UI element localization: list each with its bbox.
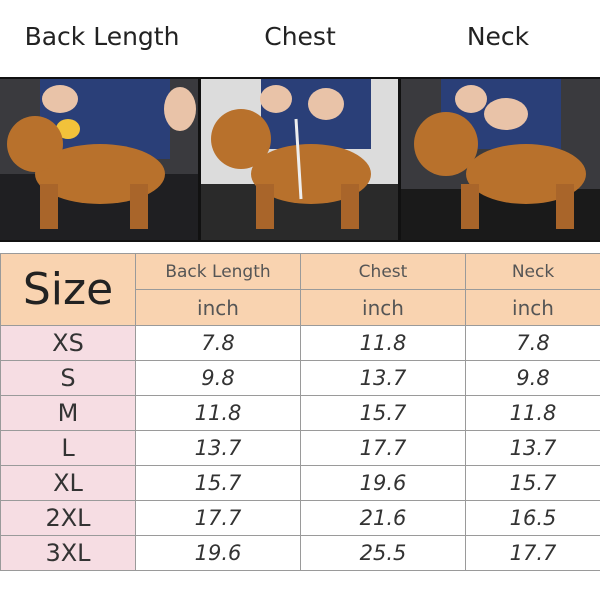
size-cell: S xyxy=(0,360,136,396)
size-cell: L xyxy=(0,430,136,466)
size-chart-table: Size Back Length Chest Neck inch inch in… xyxy=(0,253,600,571)
value-cell: 17.7 xyxy=(465,535,600,571)
table-row: XS 7.8 11.8 7.8 xyxy=(0,325,600,361)
value-cell: 17.7 xyxy=(300,430,466,466)
value-cell: 19.6 xyxy=(300,465,466,501)
table-row: XL 15.7 19.6 15.7 xyxy=(0,465,600,501)
photo-back-length xyxy=(0,79,198,240)
value-cell: 17.7 xyxy=(135,500,301,536)
value-cell: 21.6 xyxy=(300,500,466,536)
unit-chest: inch xyxy=(300,289,466,326)
table-row: 3XL 19.6 25.5 17.7 xyxy=(0,535,600,571)
table-row: 2XL 17.7 21.6 16.5 xyxy=(0,500,600,536)
value-cell: 7.8 xyxy=(465,325,600,361)
table-row: M 11.8 15.7 11.8 xyxy=(0,395,600,431)
unit-back-length: inch xyxy=(135,289,301,326)
value-cell: 11.8 xyxy=(465,395,600,431)
value-cell: 13.7 xyxy=(300,360,466,396)
size-cell: 2XL xyxy=(0,500,136,536)
measurement-photos xyxy=(0,77,600,242)
value-cell: 19.6 xyxy=(135,535,301,571)
value-cell: 11.8 xyxy=(300,325,466,361)
value-cell: 15.7 xyxy=(135,465,301,501)
photo-neck xyxy=(401,79,600,240)
title-neck: Neck xyxy=(466,22,530,51)
photo-chest xyxy=(201,79,398,240)
value-cell: 16.5 xyxy=(465,500,600,536)
value-cell: 9.8 xyxy=(465,360,600,396)
value-cell: 15.7 xyxy=(465,465,600,501)
column-header-chest: Chest xyxy=(300,253,466,290)
value-cell: 9.8 xyxy=(135,360,301,396)
table-row: L 13.7 17.7 13.7 xyxy=(0,430,600,466)
size-cell: XL xyxy=(0,465,136,501)
size-cell: M xyxy=(0,395,136,431)
size-cell: XS xyxy=(0,325,136,361)
value-cell: 13.7 xyxy=(465,430,600,466)
column-header-neck: Neck xyxy=(465,253,600,290)
table-row: S 9.8 13.7 9.8 xyxy=(0,360,600,396)
value-cell: 13.7 xyxy=(135,430,301,466)
value-cell: 15.7 xyxy=(300,395,466,431)
value-cell: 25.5 xyxy=(300,535,466,571)
value-cell: 7.8 xyxy=(135,325,301,361)
title-chest: Chest xyxy=(264,22,336,51)
value-cell: 11.8 xyxy=(135,395,301,431)
title-back-length: Back Length xyxy=(24,22,180,51)
size-header: Size xyxy=(0,253,136,326)
column-header-back-length: Back Length xyxy=(135,253,301,290)
unit-neck: inch xyxy=(465,289,600,326)
size-cell: 3XL xyxy=(0,535,136,571)
